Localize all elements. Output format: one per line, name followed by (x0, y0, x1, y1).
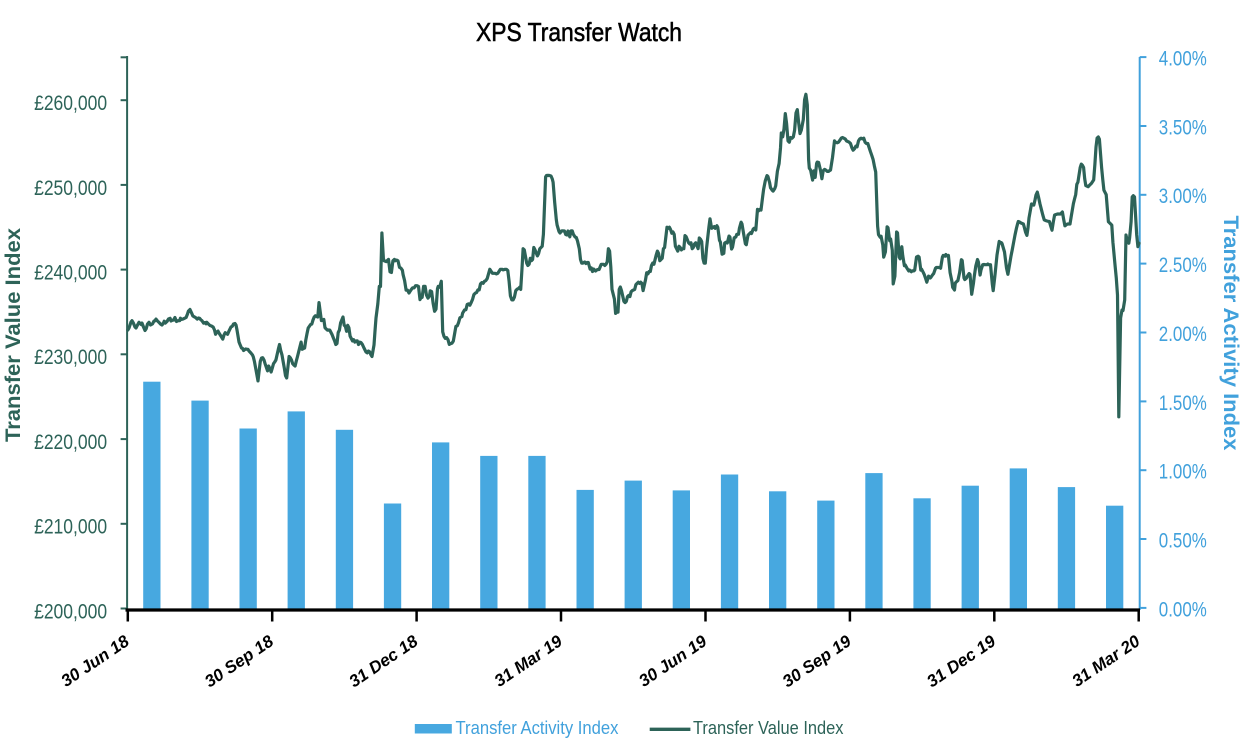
svg-text:£240,000: £240,000 (34, 262, 107, 285)
svg-text:£200,000: £200,000 (34, 600, 107, 623)
svg-text:2.50%: 2.50% (1159, 254, 1207, 277)
svg-text:XPS Transfer Watch: XPS Transfer Watch (476, 17, 682, 47)
svg-text:Transfer Value Index: Transfer Value Index (693, 717, 844, 738)
svg-text:3.00%: 3.00% (1159, 185, 1207, 208)
svg-text:0.50%: 0.50% (1159, 529, 1207, 552)
svg-text:£260,000: £260,000 (34, 92, 107, 115)
svg-text:4.00%: 4.00% (1159, 48, 1207, 71)
svg-text:£220,000: £220,000 (34, 431, 107, 454)
svg-text:£210,000: £210,000 (34, 516, 107, 539)
svg-text:Transfer Activity Index: Transfer Activity Index (456, 717, 620, 738)
svg-text:Transfer Activity Index: Transfer Activity Index (1219, 216, 1243, 451)
svg-text:1.00%: 1.00% (1159, 461, 1207, 484)
svg-text:2.00%: 2.00% (1159, 323, 1207, 346)
svg-text:1.50%: 1.50% (1159, 392, 1207, 415)
svg-text:3.50%: 3.50% (1159, 116, 1207, 139)
svg-text:£230,000: £230,000 (34, 346, 107, 369)
svg-text:Transfer Value Index: Transfer Value Index (1, 228, 25, 442)
svg-text:0.00%: 0.00% (1159, 598, 1207, 621)
svg-text:£250,000: £250,000 (34, 177, 107, 200)
